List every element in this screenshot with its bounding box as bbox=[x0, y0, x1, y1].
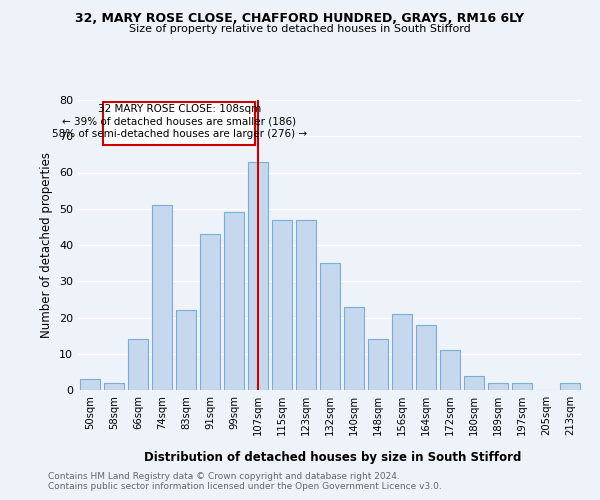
Bar bbox=[368, 339, 388, 390]
Bar bbox=[488, 383, 508, 390]
Bar bbox=[80, 379, 100, 390]
Bar bbox=[464, 376, 484, 390]
Bar bbox=[128, 339, 148, 390]
Bar bbox=[392, 314, 412, 390]
Bar bbox=[560, 383, 580, 390]
Bar bbox=[320, 263, 340, 390]
Bar bbox=[416, 325, 436, 390]
Bar bbox=[104, 383, 124, 390]
Text: 32 MARY ROSE CLOSE: 108sqm: 32 MARY ROSE CLOSE: 108sqm bbox=[98, 104, 261, 114]
Bar bbox=[512, 383, 532, 390]
Bar bbox=[248, 162, 268, 390]
Text: Contains HM Land Registry data © Crown copyright and database right 2024.: Contains HM Land Registry data © Crown c… bbox=[48, 472, 400, 481]
FancyBboxPatch shape bbox=[103, 102, 255, 146]
Bar bbox=[440, 350, 460, 390]
Bar bbox=[344, 306, 364, 390]
Bar bbox=[200, 234, 220, 390]
Text: ← 39% of detached houses are smaller (186): ← 39% of detached houses are smaller (18… bbox=[62, 117, 296, 127]
Bar bbox=[224, 212, 244, 390]
Bar bbox=[296, 220, 316, 390]
Text: Contains public sector information licensed under the Open Government Licence v3: Contains public sector information licen… bbox=[48, 482, 442, 491]
Text: Size of property relative to detached houses in South Stifford: Size of property relative to detached ho… bbox=[129, 24, 471, 34]
Bar bbox=[176, 310, 196, 390]
Text: 32, MARY ROSE CLOSE, CHAFFORD HUNDRED, GRAYS, RM16 6LY: 32, MARY ROSE CLOSE, CHAFFORD HUNDRED, G… bbox=[76, 12, 524, 26]
Bar bbox=[272, 220, 292, 390]
Text: Distribution of detached houses by size in South Stifford: Distribution of detached houses by size … bbox=[145, 451, 521, 464]
Text: 58% of semi-detached houses are larger (276) →: 58% of semi-detached houses are larger (… bbox=[52, 130, 307, 140]
Bar bbox=[152, 205, 172, 390]
Y-axis label: Number of detached properties: Number of detached properties bbox=[40, 152, 53, 338]
